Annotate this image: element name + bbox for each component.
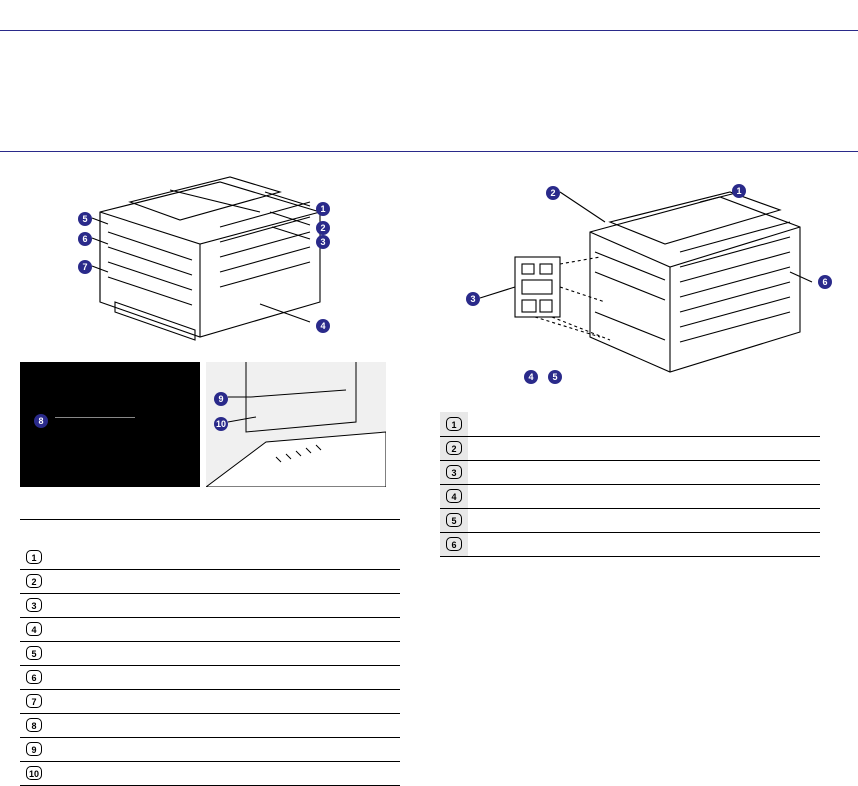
rear-parts-table: 1 2 3 4 5 6 bbox=[440, 412, 820, 557]
part-num-cell: 5 bbox=[440, 508, 468, 532]
rear-view-column: 1 2 3 4 5 6 123456 bbox=[420, 172, 858, 786]
num-pill: 7 bbox=[26, 694, 42, 708]
num-pill: 1 bbox=[446, 417, 462, 431]
callout-7: 7 bbox=[78, 260, 92, 274]
num-pill: 1 bbox=[26, 550, 42, 564]
table-row: 4 bbox=[20, 617, 400, 641]
part-num-cell: 8 bbox=[20, 713, 48, 737]
table-row: 10 bbox=[20, 761, 400, 785]
part-label-cell bbox=[48, 569, 400, 593]
num-pill: 2 bbox=[26, 574, 42, 588]
interior-dark-photo: 8 bbox=[20, 362, 200, 487]
front-parts-table: 1 2 3 4 5 6 7 8 9 10 bbox=[20, 545, 400, 786]
part-num-cell: 10 bbox=[20, 761, 48, 785]
part-num-cell: 3 bbox=[440, 460, 468, 484]
table-row: 8 bbox=[20, 713, 400, 737]
table-row: 1 bbox=[20, 545, 400, 569]
rcallout-1: 1 bbox=[732, 184, 746, 198]
callout-6: 6 bbox=[78, 232, 92, 246]
num-pill: 4 bbox=[26, 622, 42, 636]
front-view-diagram: 1 2 3 4 5 6 7 bbox=[20, 172, 380, 352]
part-label-cell bbox=[48, 689, 400, 713]
num-pill: 6 bbox=[446, 537, 462, 551]
table-row: 5 bbox=[440, 508, 820, 532]
leader-8 bbox=[55, 417, 135, 418]
tray-open-svg bbox=[206, 362, 386, 487]
interior-light-photo: 9 10 bbox=[206, 362, 386, 487]
num-pill: 3 bbox=[26, 598, 42, 612]
table-row: 5 bbox=[20, 641, 400, 665]
part-label-cell bbox=[48, 545, 400, 569]
table-row: 2 bbox=[440, 436, 820, 460]
num-pill: 3 bbox=[446, 465, 462, 479]
rcallout-4: 4 bbox=[524, 370, 538, 384]
part-num-cell: 6 bbox=[440, 532, 468, 556]
table-row: 7 bbox=[20, 689, 400, 713]
part-label-cell bbox=[48, 593, 400, 617]
callout-1: 1 bbox=[316, 202, 330, 216]
callout-3: 3 bbox=[316, 235, 330, 249]
table-row: 3 bbox=[20, 593, 400, 617]
callout-10: 10 bbox=[214, 417, 228, 431]
part-num-cell: 2 bbox=[20, 569, 48, 593]
num-pill: 9 bbox=[26, 742, 42, 756]
num-pill: 2 bbox=[446, 441, 462, 455]
part-num-cell: 9 bbox=[20, 737, 48, 761]
part-num-cell: 1 bbox=[440, 412, 468, 436]
printer-rear-svg bbox=[440, 172, 840, 392]
part-label-cell bbox=[48, 761, 400, 785]
part-num-cell: 7 bbox=[20, 689, 48, 713]
front-view-column: 1 2 3 4 5 6 7 8 bbox=[0, 172, 420, 786]
part-num-cell: 4 bbox=[440, 484, 468, 508]
table-row: 4 bbox=[440, 484, 820, 508]
part-label-cell bbox=[48, 617, 400, 641]
rcallout-5: 5 bbox=[548, 370, 562, 384]
rear-view-diagram: 1 2 3 4 5 6 bbox=[440, 172, 840, 392]
callout-4: 4 bbox=[316, 319, 330, 333]
part-num-cell: 2 bbox=[440, 436, 468, 460]
part-num-cell: 4 bbox=[20, 617, 48, 641]
table-row: 9 bbox=[20, 737, 400, 761]
part-label-cell bbox=[48, 713, 400, 737]
part-num-cell: 1 bbox=[20, 545, 48, 569]
num-pill: 8 bbox=[26, 718, 42, 732]
front-note-line bbox=[20, 517, 400, 520]
callout-9: 9 bbox=[214, 392, 228, 406]
table-row: 6 bbox=[440, 532, 820, 556]
part-label-cell bbox=[48, 641, 400, 665]
num-pill: 5 bbox=[26, 646, 42, 660]
table-row: 1 bbox=[440, 412, 820, 436]
callout-8: 8 bbox=[34, 414, 48, 428]
num-pill: 5 bbox=[446, 513, 462, 527]
table-row: 6 bbox=[20, 665, 400, 689]
table-row: 3 bbox=[440, 460, 820, 484]
front-sub-images: 8 9 10 bbox=[20, 362, 400, 487]
content-row: 1 2 3 4 5 6 7 8 bbox=[0, 152, 858, 786]
part-label-cell bbox=[468, 460, 820, 484]
part-label-cell bbox=[468, 412, 820, 436]
table-row: 2 bbox=[20, 569, 400, 593]
callout-2: 2 bbox=[316, 221, 330, 235]
rcallout-3: 3 bbox=[466, 292, 480, 306]
part-label-cell bbox=[468, 436, 820, 460]
num-pill: 10 bbox=[26, 766, 42, 780]
rcallout-2: 2 bbox=[546, 186, 560, 200]
num-pill: 4 bbox=[446, 489, 462, 503]
part-label-cell bbox=[468, 532, 820, 556]
rcallout-6: 6 bbox=[818, 275, 832, 289]
part-label-cell bbox=[48, 665, 400, 689]
part-num-cell: 5 bbox=[20, 641, 48, 665]
part-num-cell: 6 bbox=[20, 665, 48, 689]
part-label-cell bbox=[468, 484, 820, 508]
part-num-cell: 3 bbox=[20, 593, 48, 617]
part-label-cell bbox=[48, 737, 400, 761]
header-spacer bbox=[0, 31, 858, 151]
callout-5: 5 bbox=[78, 212, 92, 226]
part-label-cell bbox=[468, 508, 820, 532]
num-pill: 6 bbox=[26, 670, 42, 684]
